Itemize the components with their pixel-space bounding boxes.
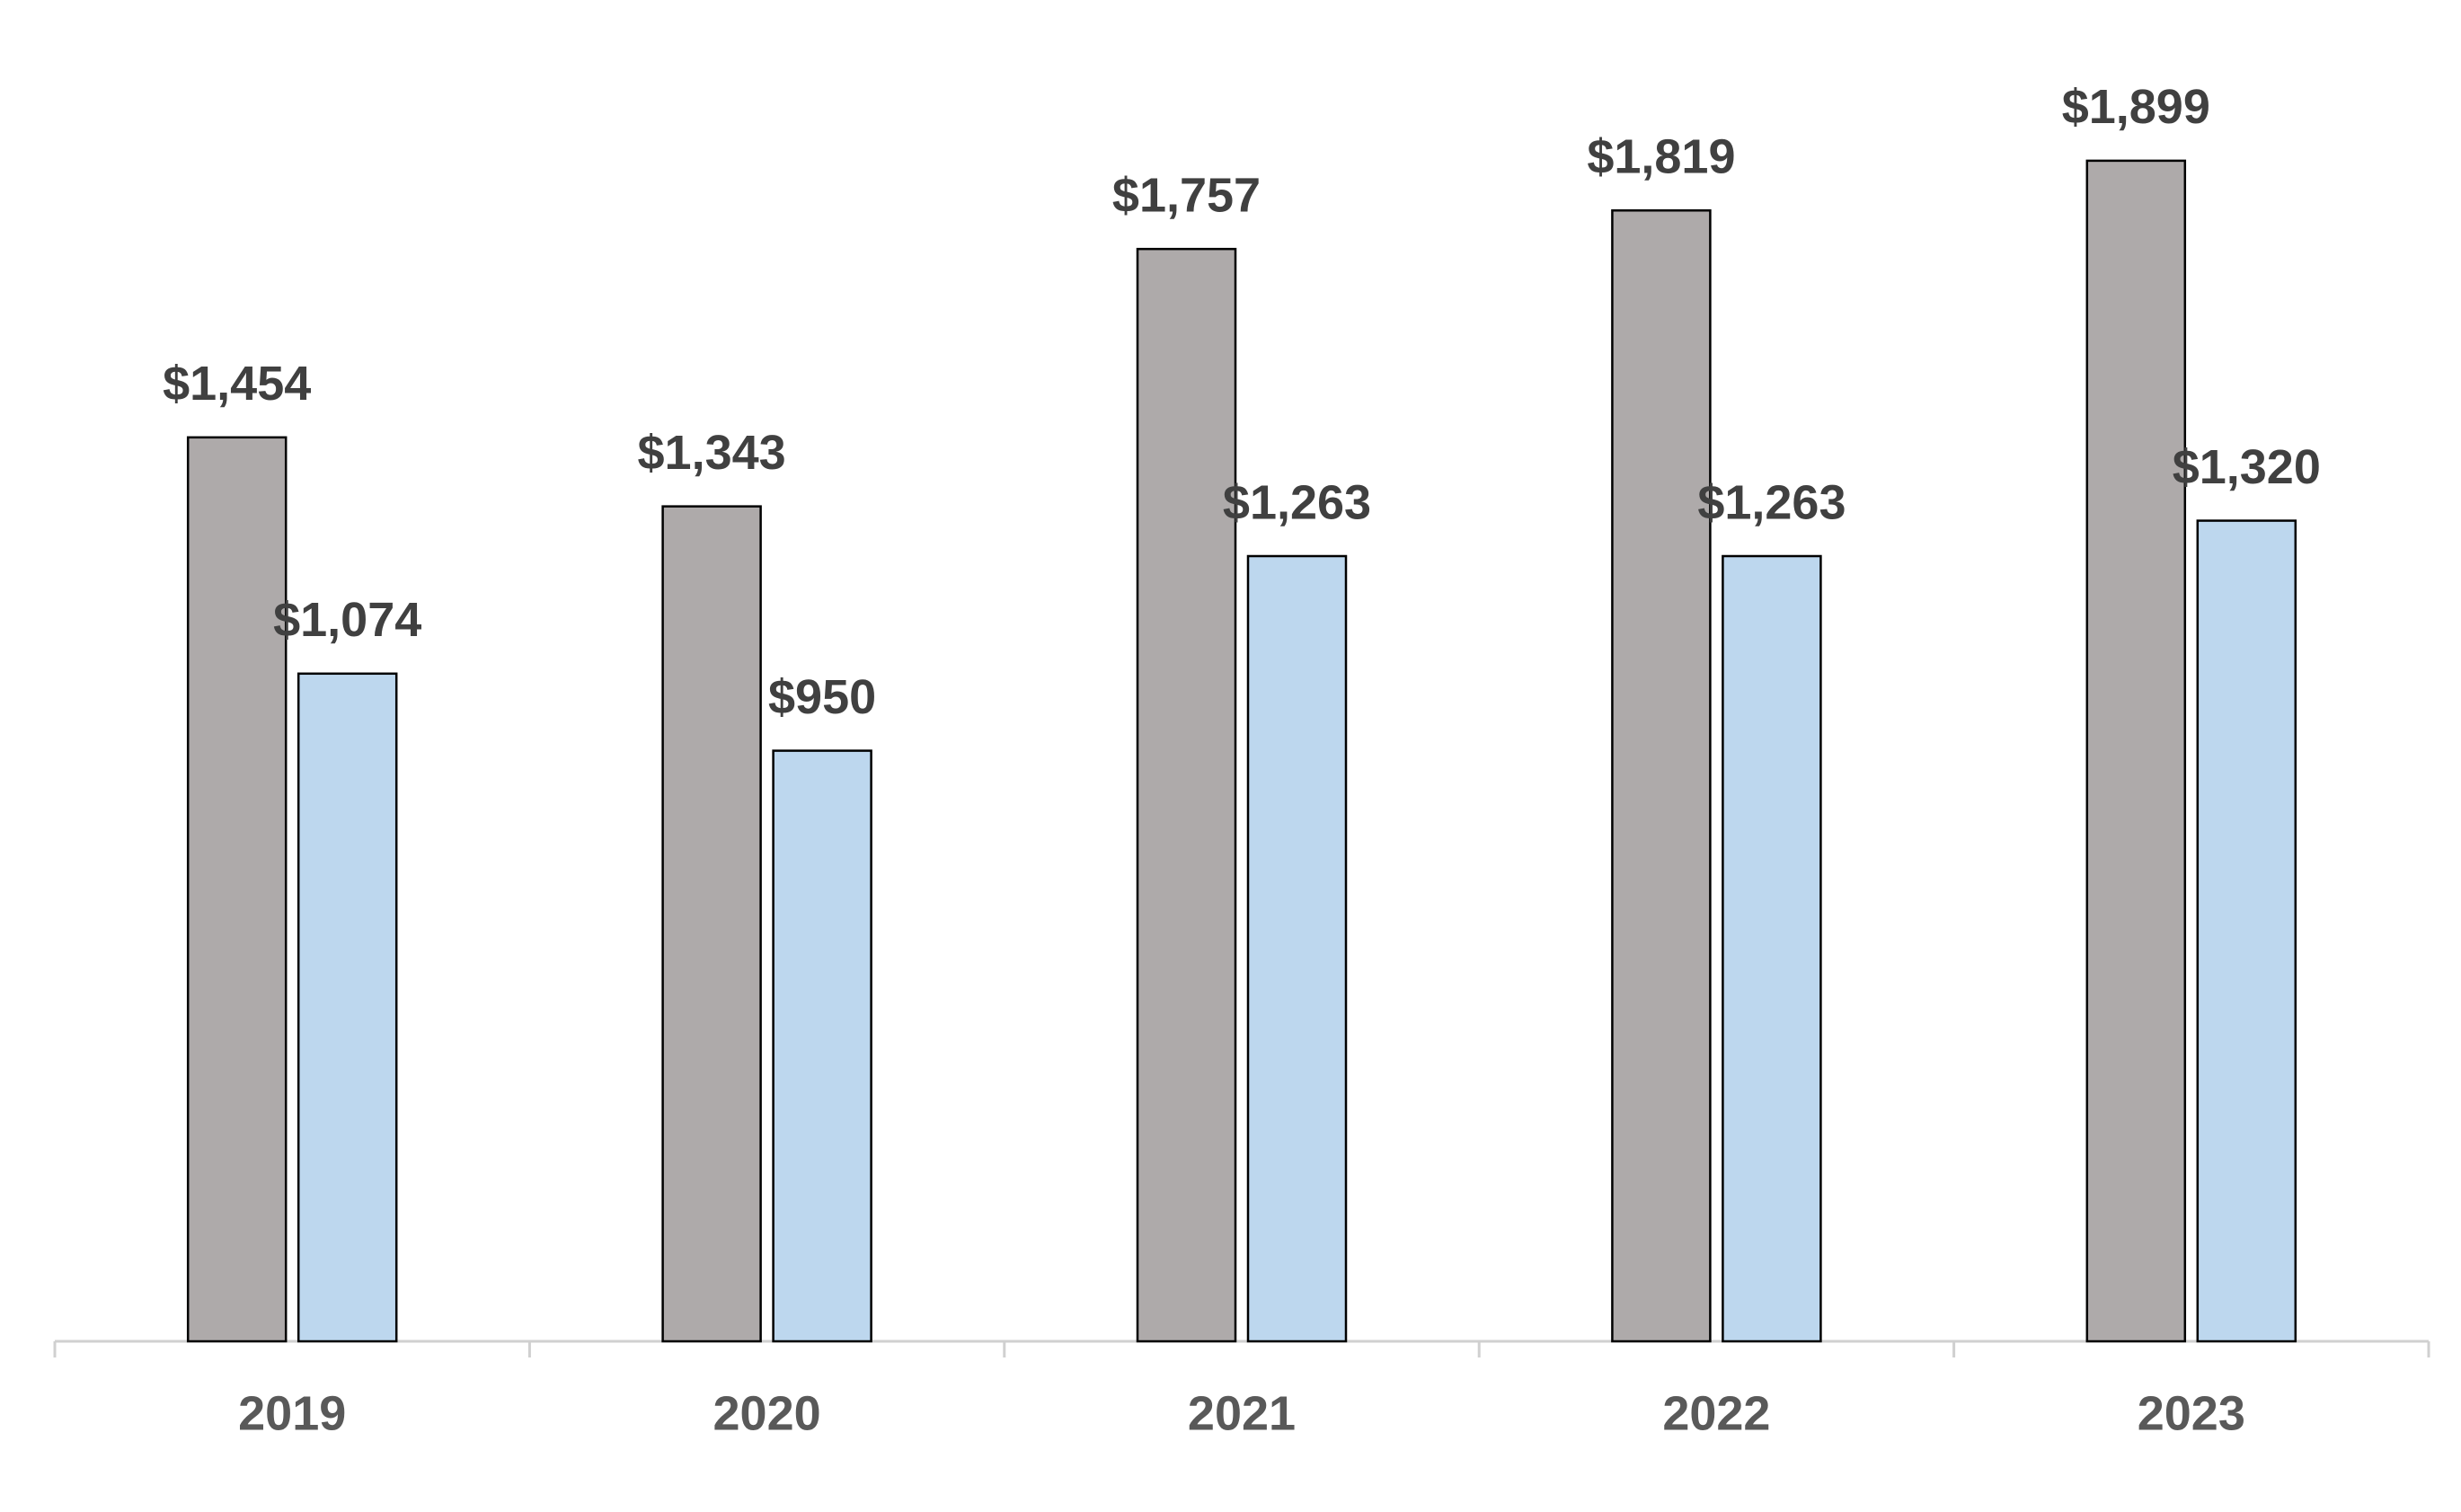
bar	[772, 749, 872, 1343]
data-label: $950	[768, 670, 876, 724]
data-label: $1,757	[1112, 168, 1261, 222]
bar	[2196, 519, 2297, 1343]
bar	[1722, 554, 1822, 1343]
data-label: $1,899	[2062, 80, 2210, 134]
bar	[1611, 209, 1712, 1343]
x-tick-label: 2019	[238, 1386, 346, 1440]
bar	[297, 672, 398, 1343]
bar	[2085, 159, 2187, 1343]
bar	[186, 436, 288, 1343]
data-label: $1,263	[1223, 475, 1371, 529]
data-label: $1,819	[1587, 130, 1735, 184]
bar	[1246, 554, 1348, 1343]
x-tick-label: 2020	[713, 1386, 821, 1440]
data-label: $1,263	[1697, 475, 1846, 529]
data-label: $1,343	[638, 426, 786, 480]
data-label: $1,454	[163, 357, 311, 411]
data-label: $1,320	[2173, 440, 2321, 494]
x-tick-label: 2021	[1188, 1386, 1296, 1440]
bar	[661, 505, 762, 1343]
data-label: $1,074	[273, 593, 421, 647]
bar	[1136, 247, 1237, 1343]
x-tick-label: 2023	[2138, 1386, 2245, 1440]
x-tick-label: 2022	[1662, 1386, 1770, 1440]
